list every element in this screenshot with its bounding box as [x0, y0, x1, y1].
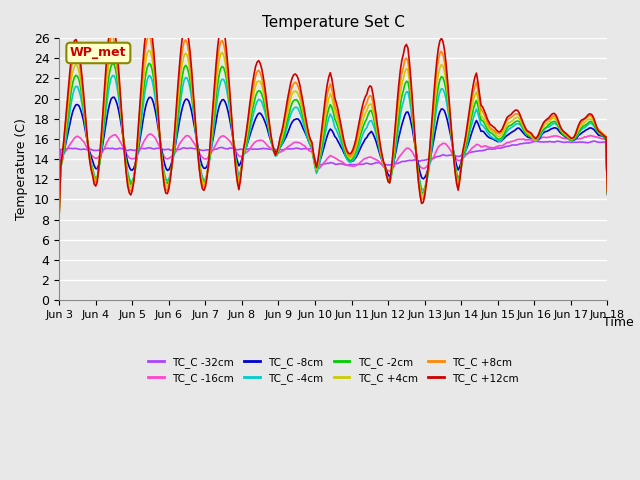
TC_C -32cm: [55, 197, 63, 203]
Title: Temperature Set C: Temperature Set C: [262, 15, 404, 30]
TC_C +4cm: [399, 76, 407, 82]
TC_C -32cm: [398, 159, 406, 165]
TC_C -4cm: [110, 73, 118, 79]
TC_C -2cm: [159, 162, 166, 168]
TC_C -8cm: [538, 132, 546, 137]
TC_C +8cm: [109, 33, 116, 38]
TC_C +12cm: [369, 91, 377, 97]
TC_C -16cm: [538, 134, 546, 140]
Line: TC_C -8cm: TC_C -8cm: [59, 97, 607, 209]
TC_C -32cm: [70, 145, 78, 151]
TC_C +8cm: [369, 99, 377, 105]
TC_C -8cm: [387, 170, 395, 176]
Line: TC_C +12cm: TC_C +12cm: [59, 22, 607, 215]
TC_C +4cm: [145, 48, 153, 53]
TC_C -32cm: [604, 192, 611, 198]
TC_C -16cm: [159, 151, 166, 156]
TC_C -2cm: [387, 173, 395, 179]
TC_C +12cm: [604, 189, 611, 194]
TC_C -4cm: [369, 121, 377, 127]
TC_C +12cm: [55, 212, 63, 217]
TC_C -16cm: [55, 201, 63, 207]
Line: TC_C +4cm: TC_C +4cm: [59, 50, 607, 214]
TC_C -16cm: [604, 191, 611, 196]
TC_C +4cm: [159, 164, 166, 169]
TC_C +4cm: [387, 171, 395, 177]
X-axis label: Time: Time: [603, 316, 634, 329]
TC_C -2cm: [70, 74, 78, 80]
TC_C -2cm: [604, 191, 611, 197]
TC_C -4cm: [399, 99, 407, 105]
TC_C -16cm: [70, 135, 78, 141]
Line: TC_C -2cm: TC_C -2cm: [59, 63, 607, 214]
TC_C -8cm: [369, 131, 377, 136]
TC_C -8cm: [70, 105, 78, 110]
TC_C -2cm: [55, 211, 63, 217]
TC_C -4cm: [604, 191, 611, 196]
Text: WP_met: WP_met: [70, 47, 127, 60]
TC_C +8cm: [399, 64, 407, 70]
TC_C +12cm: [70, 38, 78, 44]
TC_C +8cm: [70, 50, 78, 56]
TC_C -16cm: [369, 156, 377, 161]
TC_C -4cm: [387, 174, 395, 180]
Line: TC_C -16cm: TC_C -16cm: [59, 134, 607, 204]
Y-axis label: Temperature (C): Temperature (C): [15, 118, 28, 220]
TC_C +4cm: [369, 107, 377, 113]
TC_C -2cm: [369, 112, 377, 118]
TC_C -8cm: [110, 94, 118, 100]
TC_C +8cm: [387, 168, 395, 174]
TC_C -8cm: [55, 206, 63, 212]
TC_C +12cm: [538, 123, 546, 129]
TC_C -16cm: [387, 167, 395, 173]
TC_C +12cm: [159, 170, 166, 176]
TC_C -16cm: [147, 131, 154, 137]
TC_C +8cm: [604, 189, 611, 194]
TC_C -8cm: [159, 153, 166, 159]
Line: TC_C -4cm: TC_C -4cm: [59, 76, 607, 213]
TC_C +12cm: [109, 19, 116, 25]
TC_C +4cm: [55, 211, 63, 217]
TC_C -32cm: [386, 162, 394, 168]
TC_C +4cm: [538, 126, 546, 132]
TC_C -32cm: [536, 139, 544, 145]
TC_C -8cm: [399, 117, 407, 123]
TC_C +4cm: [604, 189, 611, 195]
TC_C -4cm: [70, 86, 78, 92]
TC_C +8cm: [538, 123, 546, 129]
TC_C -16cm: [399, 149, 407, 155]
Legend: TC_C -32cm, TC_C -16cm, TC_C -8cm, TC_C -4cm, TC_C -2cm, TC_C +4cm, TC_C +8cm, T: TC_C -32cm, TC_C -16cm, TC_C -8cm, TC_C …: [144, 353, 523, 388]
TC_C +12cm: [387, 168, 395, 174]
TC_C -32cm: [157, 146, 165, 152]
Line: TC_C +8cm: TC_C +8cm: [59, 36, 607, 215]
TC_C -4cm: [538, 131, 546, 136]
TC_C -32cm: [590, 138, 598, 144]
TC_C -2cm: [538, 128, 546, 134]
Line: TC_C -32cm: TC_C -32cm: [59, 141, 607, 200]
TC_C +8cm: [159, 168, 166, 173]
TC_C -32cm: [367, 161, 375, 167]
TC_C +12cm: [399, 51, 407, 57]
TC_C -4cm: [159, 160, 166, 166]
TC_C +4cm: [70, 64, 78, 70]
TC_C -4cm: [55, 210, 63, 216]
TC_C -2cm: [399, 88, 407, 94]
TC_C -8cm: [604, 190, 611, 196]
TC_C +8cm: [55, 212, 63, 217]
TC_C -2cm: [109, 60, 116, 66]
